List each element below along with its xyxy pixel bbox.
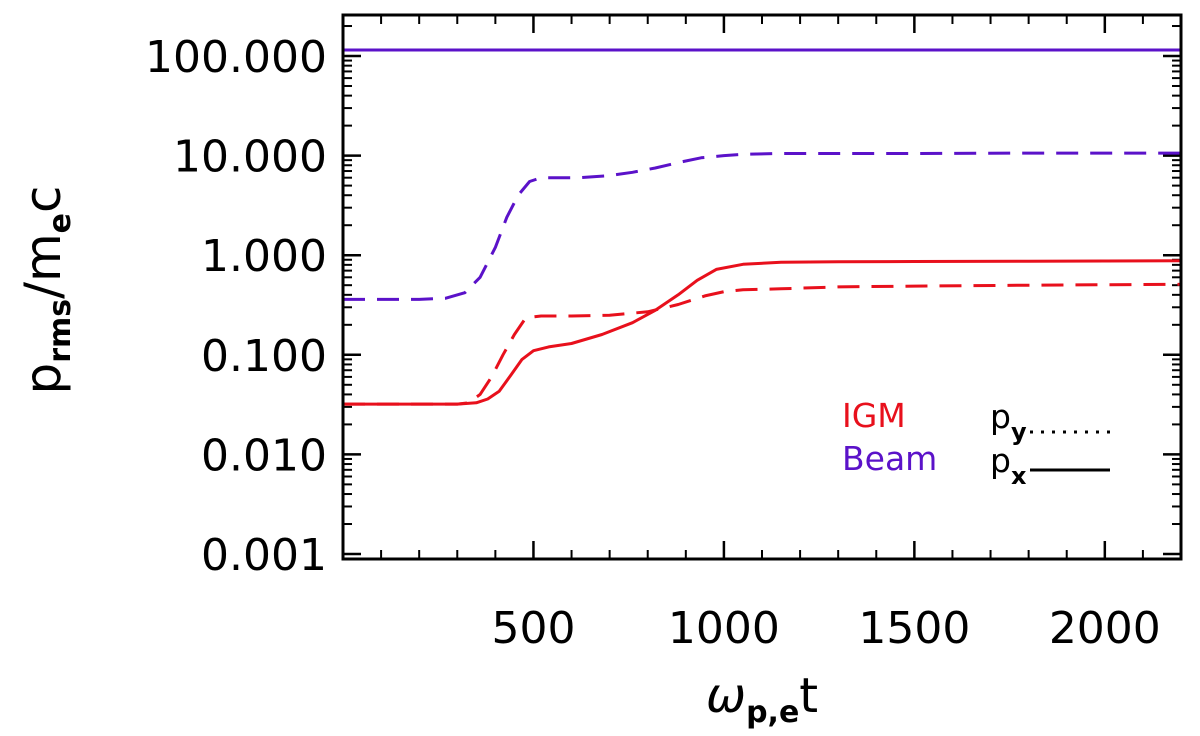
x-axis-title: ωp,et bbox=[706, 668, 818, 730]
legend: IGM Beam py px bbox=[842, 396, 1110, 490]
beam-py-line bbox=[343, 151, 1181, 301]
major-ticks bbox=[343, 15, 1181, 559]
y-axis-title-tail: c bbox=[14, 185, 72, 213]
x-axis-title-sub: p,e bbox=[746, 695, 799, 730]
y-axis-title: prms/mec bbox=[14, 185, 78, 394]
minor-ticks bbox=[343, 15, 1181, 559]
y-tick-label: 0.100 bbox=[201, 331, 327, 382]
plot-frame bbox=[341, 13, 1183, 561]
y-axis-title-mid: /m bbox=[14, 233, 72, 299]
legend-label-beam: Beam bbox=[842, 439, 937, 478]
tick-labels: 100.000 10.000 1.000 0.100 0.010 0.001 500 1000… bbox=[145, 32, 1161, 654]
legend-label-igm: IGM bbox=[842, 396, 906, 435]
y-tick-label: 1.000 bbox=[201, 231, 327, 282]
series-layer bbox=[343, 48, 1182, 406]
x-axis-title-main: ω bbox=[706, 668, 746, 724]
y-tick-label: 0.010 bbox=[201, 430, 327, 481]
x-tick-label: 500 bbox=[491, 603, 575, 654]
y-axis-title-sub2: e bbox=[43, 213, 78, 233]
igm-py-line bbox=[343, 282, 1182, 406]
x-tick-label: 2000 bbox=[1049, 603, 1161, 654]
x-tick-label: 1000 bbox=[668, 603, 780, 654]
legend-style-px: px bbox=[990, 441, 1027, 490]
legend-style-px-main: p bbox=[990, 441, 1011, 480]
y-tick-label: 10.000 bbox=[173, 132, 327, 183]
y-tick-label: 100.000 bbox=[145, 32, 327, 83]
legend-style-py-sub: y bbox=[1011, 418, 1027, 446]
legend-style-py: py bbox=[990, 397, 1027, 446]
x-axis-title-tail: t bbox=[799, 668, 818, 724]
y-axis-title-sub: rms bbox=[43, 299, 78, 363]
legend-style-py-main: p bbox=[990, 397, 1011, 436]
y-tick-label: 0.001 bbox=[201, 530, 327, 581]
legend-style-px-sub: x bbox=[1011, 462, 1027, 490]
igm-px-line bbox=[343, 259, 1182, 406]
y-axis-title-main: p bbox=[14, 363, 72, 395]
x-tick-label: 1500 bbox=[858, 603, 970, 654]
